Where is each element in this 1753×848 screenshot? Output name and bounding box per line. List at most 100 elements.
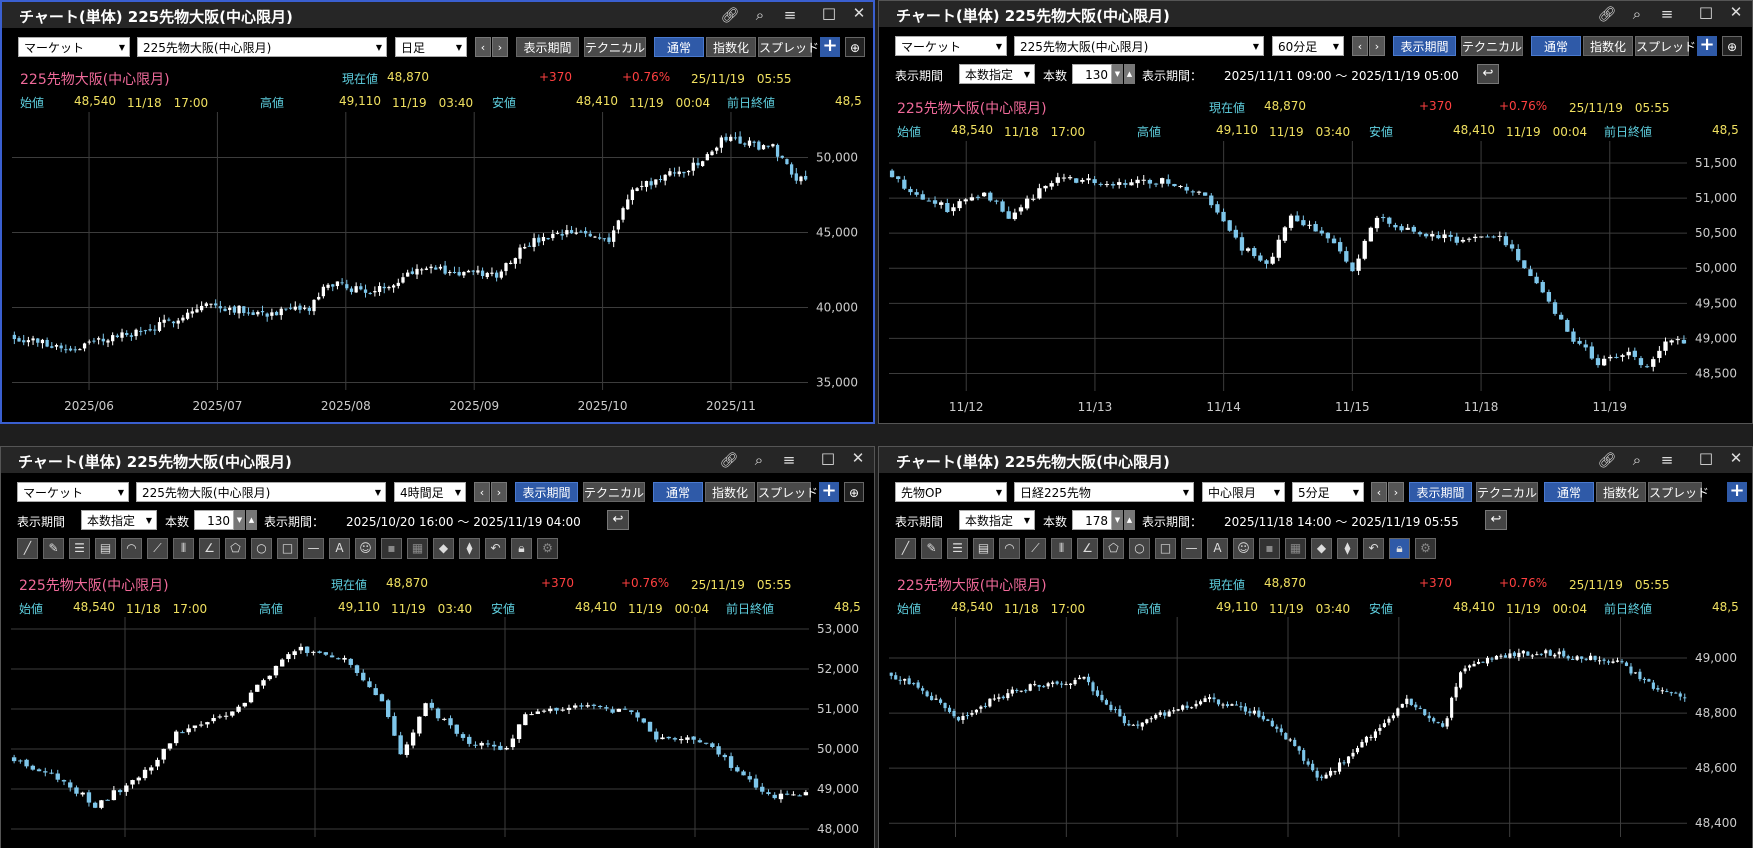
- tag-delete-icon[interactable]: ⧫: [1337, 538, 1358, 559]
- restore-icon[interactable]: □: [1698, 449, 1714, 467]
- rotate-icon[interactable]: ↶: [1363, 538, 1384, 559]
- index-button[interactable]: 指数化: [705, 482, 755, 502]
- interval-select[interactable]: 4時間足: [394, 482, 466, 502]
- count-down-button[interactable]: ▼: [1112, 64, 1123, 84]
- instrument-select[interactable]: 225先物大阪(中心限月): [136, 482, 386, 502]
- horizontal-lines-icon[interactable]: ☰: [947, 538, 968, 559]
- add-button[interactable]: +: [1697, 36, 1717, 56]
- market-select[interactable]: マーケット: [895, 36, 1007, 56]
- search-icon[interactable]: ⌕: [1632, 451, 1642, 469]
- close-icon[interactable]: ✕: [852, 4, 866, 22]
- add-button[interactable]: +: [1727, 482, 1747, 502]
- menu-icon[interactable]: ≡: [1660, 5, 1674, 23]
- menu-icon[interactable]: ≡: [1660, 451, 1674, 469]
- circle-icon[interactable]: ○: [1129, 538, 1150, 559]
- count-input[interactable]: 178: [1072, 510, 1112, 530]
- next-button[interactable]: ›: [1388, 482, 1404, 502]
- contract-select[interactable]: 中心限月: [1202, 482, 1285, 502]
- next-button[interactable]: ›: [492, 37, 508, 57]
- tag-icon[interactable]: ◆: [1311, 538, 1332, 559]
- titlebar[interactable]: チャート(単体) 225先物大阪(中心限月) 🔗︎ ⌕ ≡ □ ✕: [2, 2, 873, 28]
- chart-area[interactable]: 51,500 51,000 50,500 50,000 49,500 49,000 48,5…: [879, 141, 1752, 423]
- technical-button[interactable]: テクニカル: [583, 482, 645, 502]
- tag-icon[interactable]: ◆: [433, 538, 454, 559]
- add-button[interactable]: +: [820, 37, 840, 57]
- rotate-icon[interactable]: ↶: [485, 538, 506, 559]
- technical-button[interactable]: テクニカル: [1461, 36, 1523, 56]
- lock-icon[interactable]: 🔒︎: [511, 538, 532, 559]
- eraser-icon[interactable]: ▪: [1259, 538, 1280, 559]
- rectangle-icon[interactable]: □: [277, 538, 298, 559]
- normal-button[interactable]: 通常: [653, 482, 703, 502]
- normal-button[interactable]: 通常: [654, 37, 704, 57]
- link-icon[interactable]: 🔗︎: [1597, 5, 1617, 23]
- reset-period-button[interactable]: ↩: [1485, 510, 1507, 530]
- link-icon[interactable]: 🔗︎: [720, 6, 740, 24]
- ray-icon[interactable]: ✎: [921, 538, 942, 559]
- prev-button[interactable]: ‹: [1352, 36, 1368, 56]
- instrument-select[interactable]: 225先物大阪(中心限月): [137, 37, 387, 57]
- next-button[interactable]: ›: [491, 482, 507, 502]
- restore-icon[interactable]: □: [1698, 3, 1714, 21]
- trendline-icon[interactable]: ╱: [17, 538, 38, 559]
- gear-icon[interactable]: ⚙: [537, 538, 558, 559]
- zoom-icon[interactable]: ⊕: [1722, 36, 1742, 56]
- channel-icon[interactable]: ▤: [95, 538, 116, 559]
- instrument-select[interactable]: 日経225先物: [1014, 482, 1194, 502]
- instrument-select[interactable]: 225先物大阪(中心限月): [1014, 36, 1264, 56]
- menu-icon[interactable]: ≡: [783, 6, 797, 24]
- prev-button[interactable]: ‹: [1371, 482, 1387, 502]
- vertical-lines-icon[interactable]: ⦀: [173, 538, 194, 559]
- vertical-lines-icon[interactable]: ⦀: [1051, 538, 1072, 559]
- count-input[interactable]: 130: [1072, 64, 1112, 84]
- spread-button[interactable]: スプレッド: [1635, 36, 1696, 56]
- count-up-button[interactable]: ▲: [1124, 510, 1135, 530]
- period-mode-select[interactable]: 本数指定: [81, 510, 157, 530]
- spread-button[interactable]: スプレッド: [758, 37, 819, 57]
- pentagon-icon[interactable]: ⬠: [1103, 538, 1124, 559]
- chart-area[interactable]: 53,000 52,000 51,000 50,000 49,000 48,000 10/2…: [1, 617, 874, 848]
- emoji-icon[interactable]: ☺: [1233, 538, 1254, 559]
- next-button[interactable]: ›: [1369, 36, 1385, 56]
- spread-button[interactable]: スプレッド: [1648, 482, 1709, 502]
- zoom-icon[interactable]: ⊕: [844, 482, 864, 502]
- interval-select[interactable]: 60分足: [1272, 36, 1344, 56]
- normal-button[interactable]: 通常: [1531, 36, 1581, 56]
- index-button[interactable]: 指数化: [706, 37, 756, 57]
- interval-select[interactable]: 5分足: [1292, 482, 1364, 502]
- circle-icon[interactable]: ○: [251, 538, 272, 559]
- display-period-button[interactable]: 表示期間: [516, 37, 579, 57]
- hline-icon[interactable]: —: [303, 538, 324, 559]
- eraser-icon[interactable]: ▪: [381, 538, 402, 559]
- erase-all-icon[interactable]: ▦: [1285, 538, 1306, 559]
- titlebar[interactable]: チャート(単体) 225先物大阪(中心限月) 🔗︎ ⌕ ≡ □ ✕: [879, 1, 1752, 27]
- index-button[interactable]: 指数化: [1596, 482, 1646, 502]
- technical-button[interactable]: テクニカル: [584, 37, 646, 57]
- display-period-button[interactable]: 表示期間: [515, 482, 578, 502]
- count-input[interactable]: 130: [194, 510, 234, 530]
- period-mode-select[interactable]: 本数指定: [959, 510, 1035, 530]
- text-icon[interactable]: A: [329, 538, 350, 559]
- link-icon[interactable]: 🔗︎: [1597, 451, 1617, 469]
- titlebar[interactable]: チャート(単体) 225先物大阪(中心限月) 🔗︎ ⌕ ≡ □ ✕: [879, 447, 1752, 473]
- lock-icon[interactable]: 🔒︎: [1389, 538, 1410, 559]
- angle-line-icon[interactable]: ∠: [1077, 538, 1098, 559]
- trendline-icon[interactable]: ╱: [895, 538, 916, 559]
- spread-button[interactable]: スプレッド: [757, 482, 818, 502]
- candlestick-chart[interactable]: 50,000 45,000 40,000 35,000 2025/06 2025/07 20…: [2, 112, 873, 422]
- ray-icon[interactable]: ✎: [43, 538, 64, 559]
- restore-icon[interactable]: □: [820, 449, 836, 467]
- rectangle-icon[interactable]: □: [1155, 538, 1176, 559]
- candlestick-chart[interactable]: 53,000 52,000 51,000 50,000 49,000 48,000 10/2…: [1, 617, 874, 848]
- count-up-button[interactable]: ▲: [1124, 64, 1135, 84]
- index-button[interactable]: 指数化: [1583, 36, 1633, 56]
- count-down-button[interactable]: ▼: [1112, 510, 1123, 530]
- technical-button[interactable]: テクニカル: [1476, 482, 1538, 502]
- period-mode-select[interactable]: 本数指定: [959, 64, 1035, 84]
- display-period-button[interactable]: 表示期間: [1393, 36, 1456, 56]
- market-select[interactable]: 先物OP: [895, 482, 1007, 502]
- search-icon[interactable]: ⌕: [754, 451, 764, 469]
- zoom-icon[interactable]: ⊕: [845, 37, 865, 57]
- link-icon[interactable]: 🔗︎: [719, 451, 739, 469]
- market-select[interactable]: マーケット: [18, 37, 130, 57]
